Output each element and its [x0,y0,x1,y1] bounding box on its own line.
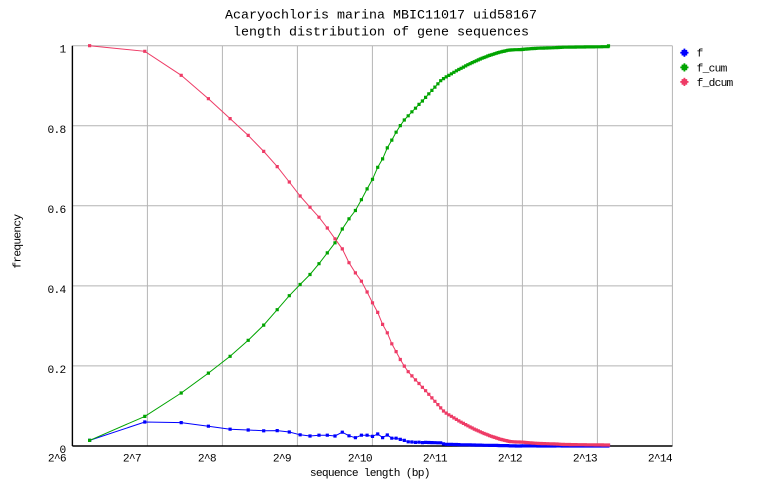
svg-text:2^13: 2^13 [573,454,597,466]
svg-text:2^9: 2^9 [273,454,291,466]
svg-text:0.6: 0.6 [48,205,66,217]
svg-text:frequency: frequency [13,214,25,269]
svg-text:0.8: 0.8 [48,125,66,137]
svg-text:f: f [697,49,703,61]
svg-text:2^6: 2^6 [48,454,66,466]
svg-text:2^14: 2^14 [648,454,673,466]
svg-text:2^8: 2^8 [198,454,216,466]
svg-text:2^10: 2^10 [348,454,373,466]
svg-text:Acaryochloris marina MBIC11017: Acaryochloris marina MBIC11017 uid58167 [225,9,537,24]
svg-text:0.2: 0.2 [48,365,66,377]
svg-text:length distribution of gene se: length distribution of gene sequences [233,26,529,41]
svg-text:2^12: 2^12 [498,454,522,466]
svg-text:0: 0 [60,445,67,457]
svg-text:f_cum: f_cum [697,63,728,75]
svg-text:sequence length (bp): sequence length (bp) [310,468,430,480]
svg-text:2^11: 2^11 [423,454,448,466]
svg-text:f_dcum: f_dcum [697,78,734,90]
svg-text:0.4: 0.4 [48,285,67,297]
svg-text:2^7: 2^7 [123,454,141,466]
svg-text:1: 1 [60,45,67,57]
